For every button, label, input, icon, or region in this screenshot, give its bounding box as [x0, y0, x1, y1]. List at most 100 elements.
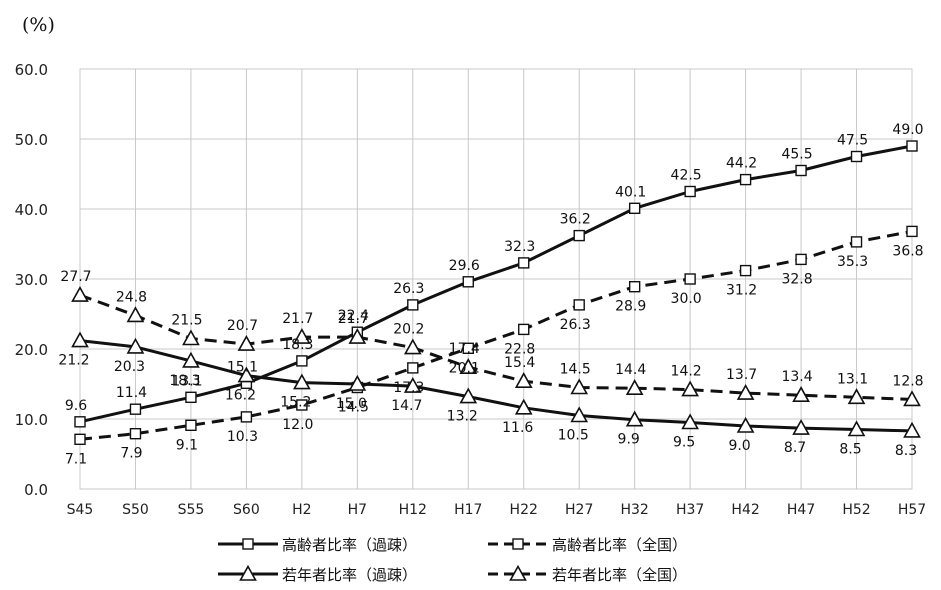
x-tick-label: S60	[233, 502, 260, 518]
data-label-series-2: 20.1	[449, 360, 480, 376]
data-point-series-4	[625, 379, 644, 396]
y-tick-label: 50.0	[15, 131, 48, 149]
data-point-series-1	[74, 416, 86, 428]
data-label-series-3: 8.3	[895, 443, 917, 459]
data-point-series-4	[514, 372, 533, 389]
data-label-series-4: 20.2	[393, 322, 424, 338]
data-point-series-2	[795, 253, 807, 266]
data-point-series-4	[237, 334, 256, 351]
data-point-series-3	[71, 331, 89, 348]
data-label-series-1: 22.4	[338, 308, 369, 324]
data-point-series-2	[628, 281, 641, 293]
data-point-series-4	[681, 380, 699, 397]
data-point-series-2	[739, 264, 752, 277]
data-point-series-1	[518, 257, 530, 269]
data-label-series-2: 22.8	[504, 341, 535, 357]
y-tick-label: 0.0	[24, 481, 48, 499]
y-tick-labels: 0.0 10.0 20.0 30.0 40.0 50.0 60.0	[15, 61, 48, 499]
data-label-series-2: 10.3	[227, 429, 258, 445]
data-point-series-4	[792, 386, 810, 403]
data-label-series-3: 20.3	[114, 359, 145, 375]
x-tick-label: H47	[787, 502, 815, 518]
data-point-series-2	[573, 299, 585, 311]
y-tick-label: 40.0	[15, 201, 48, 219]
data-label-series-1: 49.0	[892, 122, 923, 138]
data-point-series-2	[129, 428, 142, 440]
data-label-series-1: 32.3	[504, 239, 535, 255]
data-point-series-1	[462, 276, 474, 288]
data-point-series-4	[903, 390, 921, 407]
data-label-series-2: 30.0	[671, 291, 702, 307]
legend-label-series-4: 若年者比率（全国）	[552, 566, 687, 584]
data-label-series-3: 15.0	[336, 396, 367, 412]
data-label-series-4: 24.8	[116, 289, 147, 305]
data-label-series-4: 14.2	[671, 364, 702, 380]
data-label-series-1: 47.5	[837, 133, 868, 149]
series-line-2	[79, 229, 913, 441]
data-label-series-3: 9.9	[618, 432, 640, 448]
data-label-series-2: 28.9	[615, 299, 646, 315]
data-label-series-4: 21.5	[171, 313, 202, 329]
data-label-series-3: 10.5	[558, 428, 589, 444]
data-point-series-1	[739, 173, 752, 186]
data-label-series-1: 40.1	[615, 184, 646, 200]
series-line-1	[79, 144, 913, 424]
legend-marker-series-1	[242, 538, 254, 550]
data-point-series-1	[129, 403, 142, 415]
data-point-series-3	[403, 376, 422, 393]
x-tick-label: H42	[731, 502, 759, 518]
data-point-series-3	[459, 387, 478, 404]
data-point-series-1	[795, 164, 807, 177]
data-point-series-2	[240, 411, 253, 423]
data-label-series-3: 8.5	[839, 442, 861, 458]
x-tick-label: H12	[399, 502, 427, 518]
data-label-series-1: 29.6	[449, 258, 480, 274]
legend-marker-series-3	[239, 564, 257, 581]
y-tick-label: 60.0	[15, 61, 48, 79]
data-label-series-3: 13.2	[447, 409, 478, 425]
x-tick-label: H27	[565, 502, 593, 518]
data-point-series-3	[237, 366, 256, 383]
series-line-3	[79, 339, 913, 433]
data-point-series-2	[684, 273, 696, 285]
data-point-series-3	[792, 418, 810, 435]
data-label-series-4: 27.7	[60, 269, 91, 285]
data-label-series-3: 18.3	[169, 373, 200, 389]
data-point-series-4	[736, 383, 755, 400]
data-point-series-2	[518, 323, 530, 336]
data-point-series-3	[736, 416, 755, 433]
data-label-series-4: 14.4	[615, 362, 646, 378]
series-lines	[79, 144, 913, 441]
data-point-series-1	[573, 229, 585, 242]
data-labels: 9.6 11.4 13.1 15.1 18.3 22.4 26.3 29.6 32.3 36.2 4…	[58, 122, 923, 467]
data-point-series-4	[570, 378, 589, 395]
x-tick-label: H22	[510, 502, 538, 518]
data-point-series-3	[293, 373, 311, 390]
data-point-series-3	[681, 413, 699, 430]
data-label-series-2: 7.1	[65, 451, 87, 467]
data-label-series-1: 13.1	[171, 373, 202, 389]
x-tick-label: S45	[67, 502, 94, 518]
data-point-series-3	[348, 374, 367, 391]
x-tick-label: S55	[178, 502, 205, 518]
data-label-series-3: 14.7	[391, 398, 422, 414]
x-tick-labels: S45 S50 S55 S60 H2 H7 H12 H17 H22 H27 H32 H37 H42 H47…	[67, 502, 927, 518]
data-point-series-2	[850, 236, 863, 248]
data-label-series-4: 17.4	[449, 341, 480, 357]
data-label-series-1: 11.4	[116, 385, 147, 401]
series-markers	[71, 140, 921, 445]
data-label-series-4: 13.7	[726, 367, 757, 383]
data-label-series-3: 11.6	[502, 420, 533, 436]
x-tick-label: H52	[842, 502, 870, 518]
data-point-series-3	[126, 337, 145, 354]
data-point-series-4	[293, 327, 311, 344]
data-label-series-2: 36.8	[892, 243, 923, 259]
data-label-series-2: 32.8	[781, 271, 812, 287]
legend-marker-series-4	[509, 564, 527, 581]
data-point-series-1	[185, 391, 197, 403]
data-point-series-4	[126, 306, 145, 323]
data-label-series-1: 36.2	[560, 212, 591, 228]
x-tick-label: H2	[292, 502, 311, 518]
data-point-series-2	[74, 433, 86, 445]
data-point-series-2	[185, 419, 197, 431]
